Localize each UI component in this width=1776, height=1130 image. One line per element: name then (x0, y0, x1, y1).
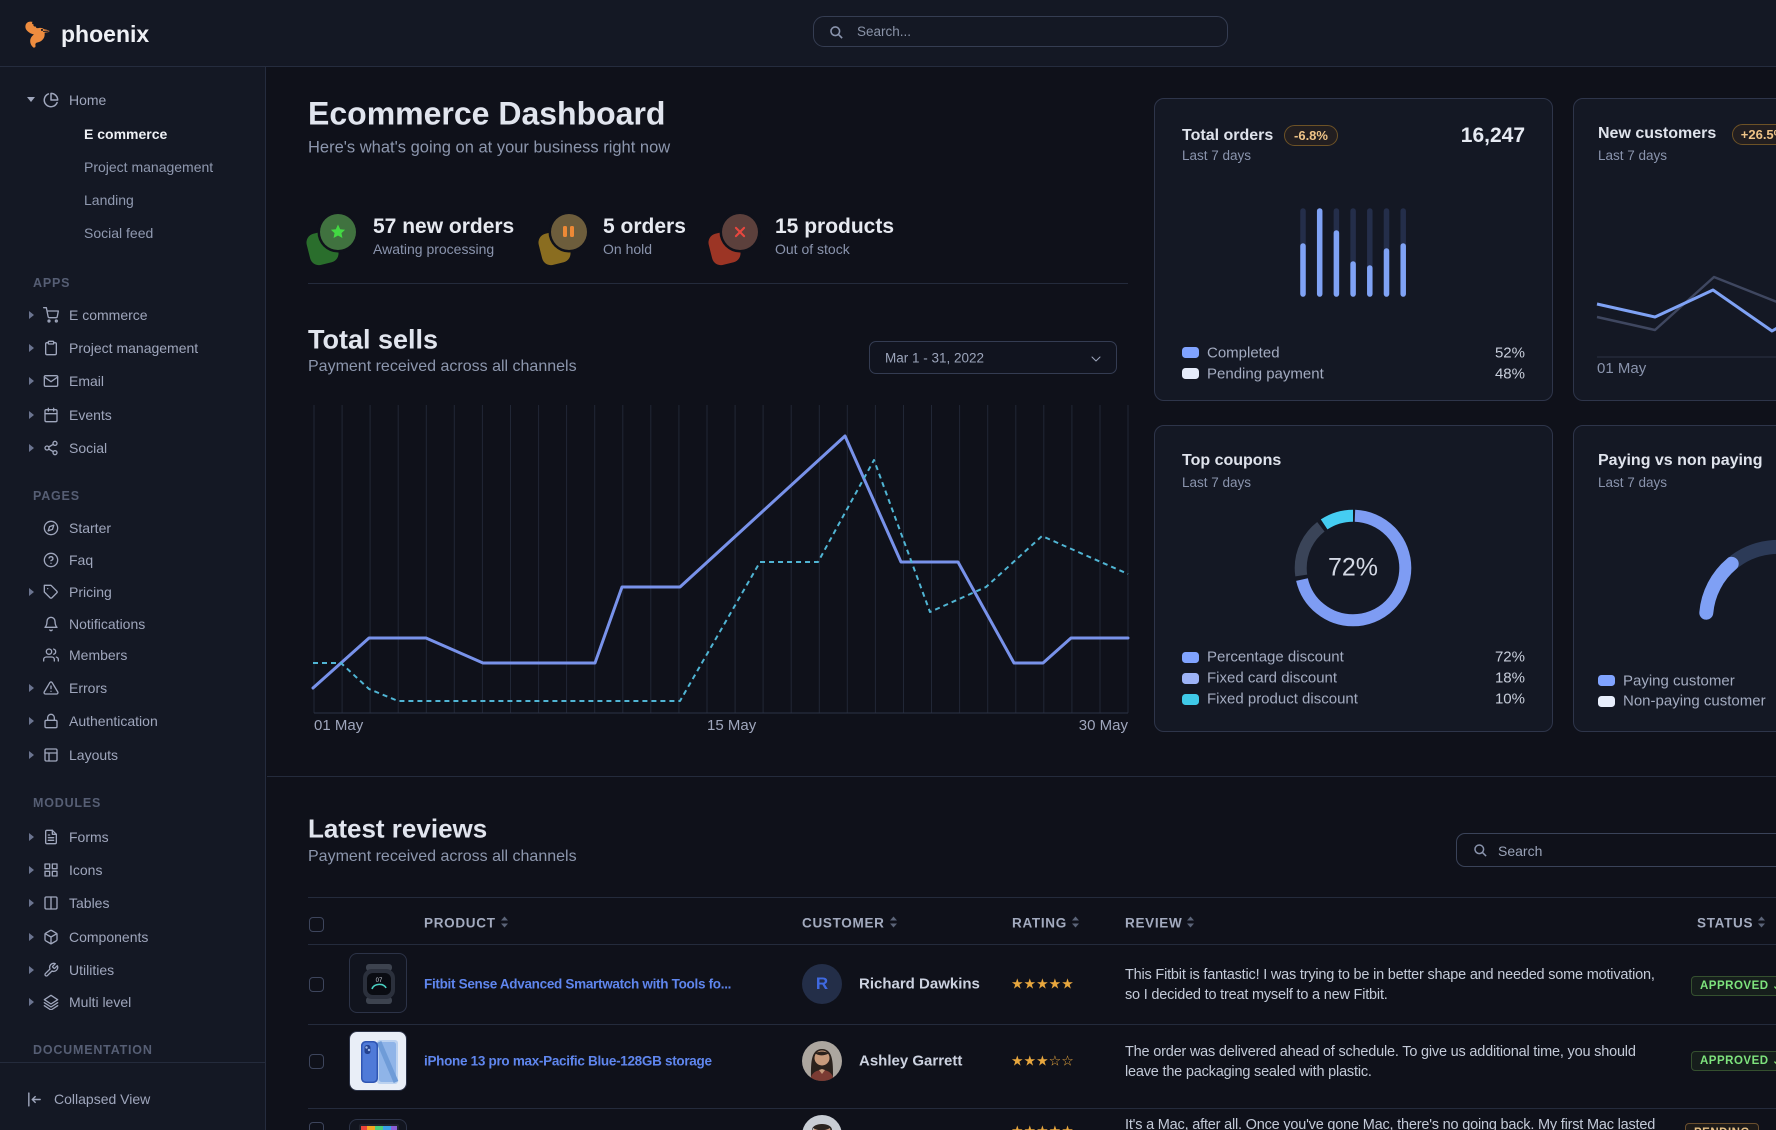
svg-text:07: 07 (376, 978, 383, 984)
svg-text:30 May: 30 May (1079, 717, 1129, 734)
svg-text:15 May: 15 May (707, 717, 757, 734)
svg-text:01 May: 01 May (314, 717, 364, 734)
svg-text:01 May: 01 May (1597, 360, 1647, 377)
